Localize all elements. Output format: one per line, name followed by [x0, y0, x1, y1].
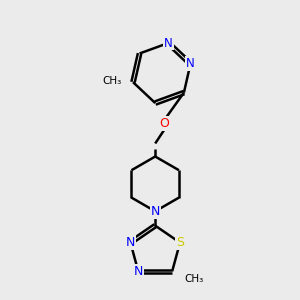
Text: CH₃: CH₃: [184, 274, 203, 284]
Text: N: N: [126, 236, 135, 249]
Text: S: S: [176, 236, 184, 249]
Text: N: N: [134, 265, 143, 278]
Text: N: N: [164, 37, 172, 50]
Text: O: O: [159, 117, 169, 130]
Text: CH₃: CH₃: [103, 76, 122, 86]
Text: N: N: [151, 205, 160, 218]
Text: N: N: [186, 57, 195, 70]
